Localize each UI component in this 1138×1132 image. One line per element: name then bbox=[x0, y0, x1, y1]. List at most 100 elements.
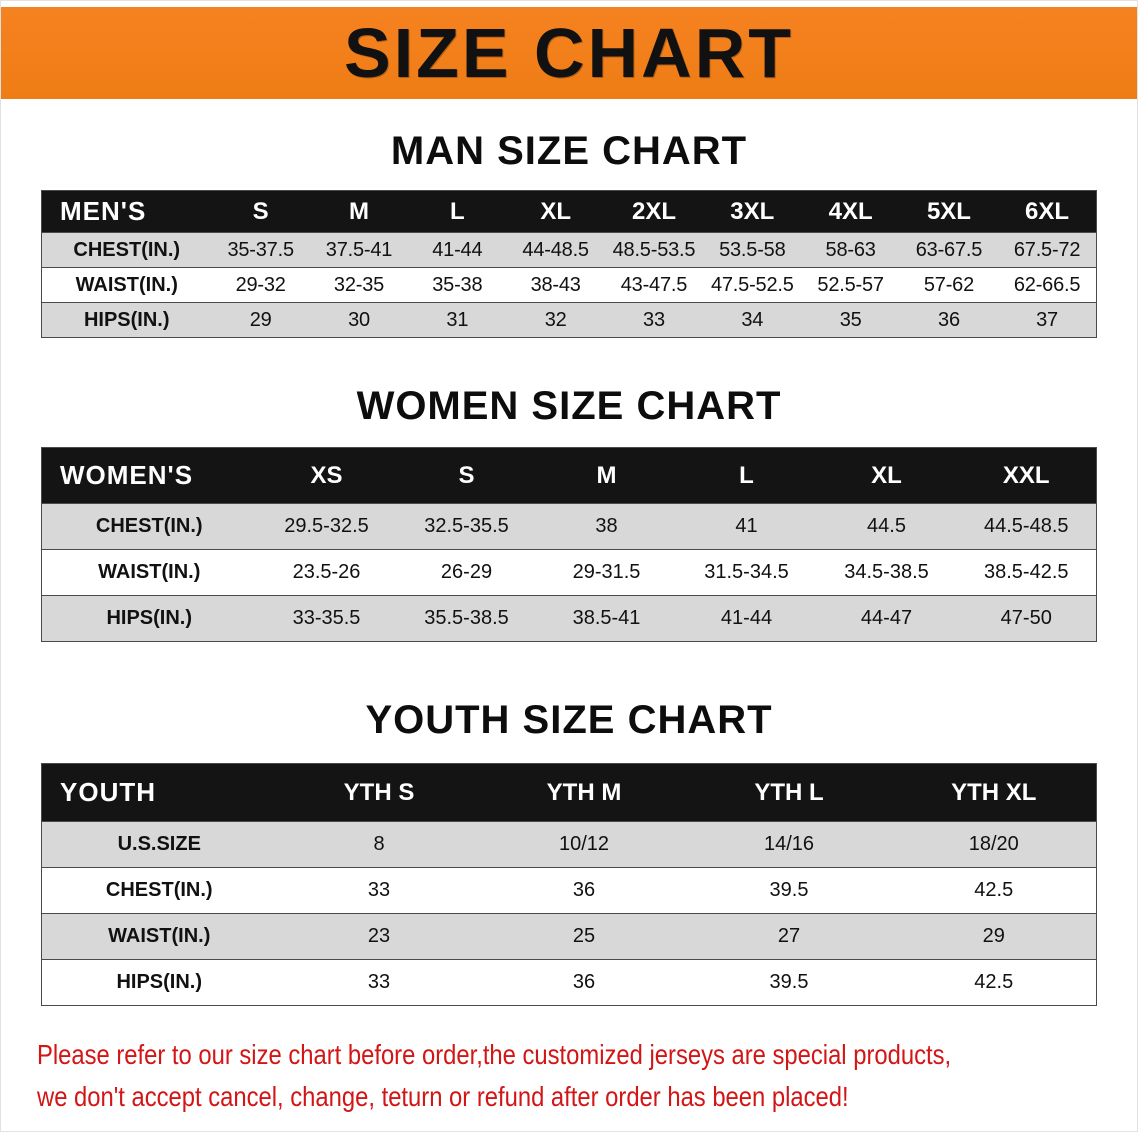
table-title-cell: WOMEN'S bbox=[41, 447, 257, 504]
table-cell: 29 bbox=[249, 308, 272, 331]
size-header-cell: M bbox=[309, 190, 409, 233]
man-size-chart-heading: MAN SIZE CHART bbox=[390, 129, 748, 173]
women-size-chart-heading: WOMEN SIZE CHART bbox=[356, 384, 782, 428]
table-row: U.S.SIZE 8 10/12 14/16 18/20 bbox=[41, 821, 1097, 868]
table-cell: 31 bbox=[446, 308, 469, 331]
table-cell: 67.5-72 bbox=[1013, 238, 1081, 261]
youth-size-table: YOUTH YTH S YTH M YTH L YTH XL U.S.SIZE 8 10/12… bbox=[41, 763, 1097, 1006]
size-header-cell: YTH S bbox=[276, 763, 482, 822]
table-cell: 35 bbox=[839, 308, 862, 331]
table-cell: 47.5-52.5 bbox=[710, 273, 794, 296]
table-cell: 35.5-38.5 bbox=[424, 607, 509, 629]
man-size-chart-section: MAN SIZE CHART MEN'S S M L XL 2XL 3XL 4XL 5XL 6XL… bbox=[1, 129, 1137, 338]
size-header-cell: 4XL bbox=[801, 190, 900, 233]
size-header-cell: XS bbox=[256, 447, 397, 504]
table-title-cell: YOUTH bbox=[41, 763, 277, 822]
table-cell: 63-67.5 bbox=[915, 238, 983, 261]
size-header-cell: XL bbox=[816, 447, 957, 504]
table-cell: 27 bbox=[777, 925, 801, 947]
table-cell: 33 bbox=[367, 879, 391, 901]
table-cell: 38-43 bbox=[530, 273, 581, 296]
table-cell: 23.5-26 bbox=[292, 561, 361, 583]
table-cell: 33-35.5 bbox=[292, 607, 361, 629]
table-cell: 62-66.5 bbox=[1013, 273, 1081, 296]
notice-line-2: we don't accept cancel, change, teturn o… bbox=[37, 1081, 849, 1112]
table-cell: 43-47.5 bbox=[620, 273, 688, 296]
notice-line-1: Please refer to our size chart before or… bbox=[37, 1039, 952, 1070]
table-row: WAIST(IN.) 23 25 27 29 bbox=[41, 913, 1097, 960]
youth-size-table-container: YOUTH YTH S YTH M YTH L YTH XL U.S.SIZE 8 10/12… bbox=[41, 763, 1097, 1006]
table-cell: 34 bbox=[741, 308, 764, 331]
table-cell: 52.5-57 bbox=[817, 273, 884, 296]
table-cell: 47-50 bbox=[1000, 607, 1052, 629]
size-header-cell: YTH L bbox=[686, 763, 892, 822]
table-cell: 42.5 bbox=[974, 971, 1014, 993]
table-cell: 38.5-42.5 bbox=[983, 561, 1069, 583]
table-cell: 32 bbox=[544, 308, 567, 331]
table-cell: 34.5-38.5 bbox=[844, 561, 929, 583]
row-label: WAIST(IN.) bbox=[98, 561, 201, 583]
page-title: SIZE CHART bbox=[344, 14, 794, 92]
header-row: MEN'S S M L XL 2XL 3XL 4XL 5XL 6XL bbox=[41, 190, 1097, 233]
size-header-cell: XXL bbox=[956, 447, 1097, 504]
table-cell: 32.5-35.5 bbox=[424, 515, 509, 537]
size-header-cell: YTH M bbox=[481, 763, 687, 822]
table-cell: 42.5 bbox=[974, 879, 1014, 901]
row-label: HIPS(IN.) bbox=[83, 308, 170, 331]
table-cell: 26-29 bbox=[440, 561, 493, 583]
size-header-cell: S bbox=[211, 190, 310, 233]
size-header-cell: YTH XL bbox=[891, 763, 1097, 822]
row-label: CHEST(IN.) bbox=[105, 879, 213, 901]
table-cell: 10/12 bbox=[558, 833, 610, 855]
table-cell: 32-35 bbox=[333, 273, 385, 296]
header-row: WOMEN'S XS S M L XL XXL bbox=[41, 447, 1097, 504]
table-row: CHEST(IN.) 29.5-32.5 32.5-35.5 38 41 44.5 44.5… bbox=[41, 503, 1097, 550]
charts-main: MAN SIZE CHART MEN'S S M L XL 2XL 3XL 4XL 5XL 6XL… bbox=[1, 129, 1137, 1006]
table-cell: 29.5-32.5 bbox=[284, 515, 369, 537]
table-cell: 37.5-41 bbox=[325, 238, 393, 261]
youth-size-chart-heading: YOUTH SIZE CHART bbox=[365, 698, 773, 742]
row-label: U.S.SIZE bbox=[117, 833, 201, 855]
table-cell: 33 bbox=[643, 308, 665, 331]
size-header-cell: 6XL bbox=[998, 190, 1097, 233]
row-label: CHEST(IN.) bbox=[95, 515, 203, 537]
table-cell: 31.5-34.5 bbox=[704, 561, 789, 583]
table-cell: 35-37.5 bbox=[227, 238, 294, 261]
table-cell: 53.5-58 bbox=[719, 238, 786, 261]
size-header-cell: L bbox=[676, 447, 817, 504]
women-size-table: WOMEN'S XS S M L XL XXL CHEST(IN.) 29.5-32.5 32.5… bbox=[41, 447, 1097, 642]
table-cell: 41-44 bbox=[432, 238, 483, 261]
table-cell: 38 bbox=[595, 515, 618, 537]
table-row: CHEST(IN.) 33 36 39.5 42.5 bbox=[41, 867, 1097, 914]
size-header-cell: S bbox=[396, 447, 537, 504]
row-label: HIPS(IN.) bbox=[116, 971, 203, 993]
row-label: WAIST(IN.) bbox=[75, 273, 178, 296]
table-cell: 29-31.5 bbox=[572, 561, 641, 583]
table-cell: 57-62 bbox=[923, 273, 975, 296]
table-cell: 37 bbox=[1036, 308, 1058, 331]
table-title-cell: MEN'S bbox=[41, 190, 212, 233]
row-label: HIPS(IN.) bbox=[106, 607, 193, 629]
table-row: CHEST(IN.) 35-37.5 37.5-41 41-44 44-48.5 48.5… bbox=[41, 232, 1097, 268]
table-cell: 39.5 bbox=[769, 879, 809, 901]
table-cell: 36 bbox=[572, 971, 596, 993]
size-header-cell: 5XL bbox=[899, 190, 999, 233]
table-cell: 29 bbox=[982, 925, 1005, 947]
table-cell: 8 bbox=[373, 833, 385, 855]
women-size-table-container: WOMEN'S XS S M L XL XXL CHEST(IN.) 29.5-32.5 32.5… bbox=[41, 447, 1097, 642]
table-cell: 44-48.5 bbox=[522, 238, 589, 261]
size-header-cell: M bbox=[536, 447, 677, 504]
table-cell: 25 bbox=[572, 925, 596, 947]
table-cell: 23 bbox=[367, 925, 391, 947]
size-header-cell: XL bbox=[506, 190, 605, 233]
table-row: HIPS(IN.) 33 36 39.5 42.5 bbox=[41, 959, 1097, 1006]
table-cell: 58-63 bbox=[825, 238, 876, 261]
row-label: WAIST(IN.) bbox=[108, 925, 211, 947]
header-row: YOUTH YTH S YTH M YTH L YTH XL bbox=[41, 763, 1097, 822]
table-cell: 39.5 bbox=[769, 971, 809, 993]
youth-size-chart-section: YOUTH SIZE CHART YOUTH YTH S YTH M YTH L YTH… bbox=[1, 698, 1137, 1006]
table-row: HIPS(IN.) 29 30 31 32 33 34 35 36 37 bbox=[41, 302, 1097, 338]
banner: SIZE CHART bbox=[1, 7, 1137, 99]
row-label: CHEST(IN.) bbox=[73, 238, 181, 261]
